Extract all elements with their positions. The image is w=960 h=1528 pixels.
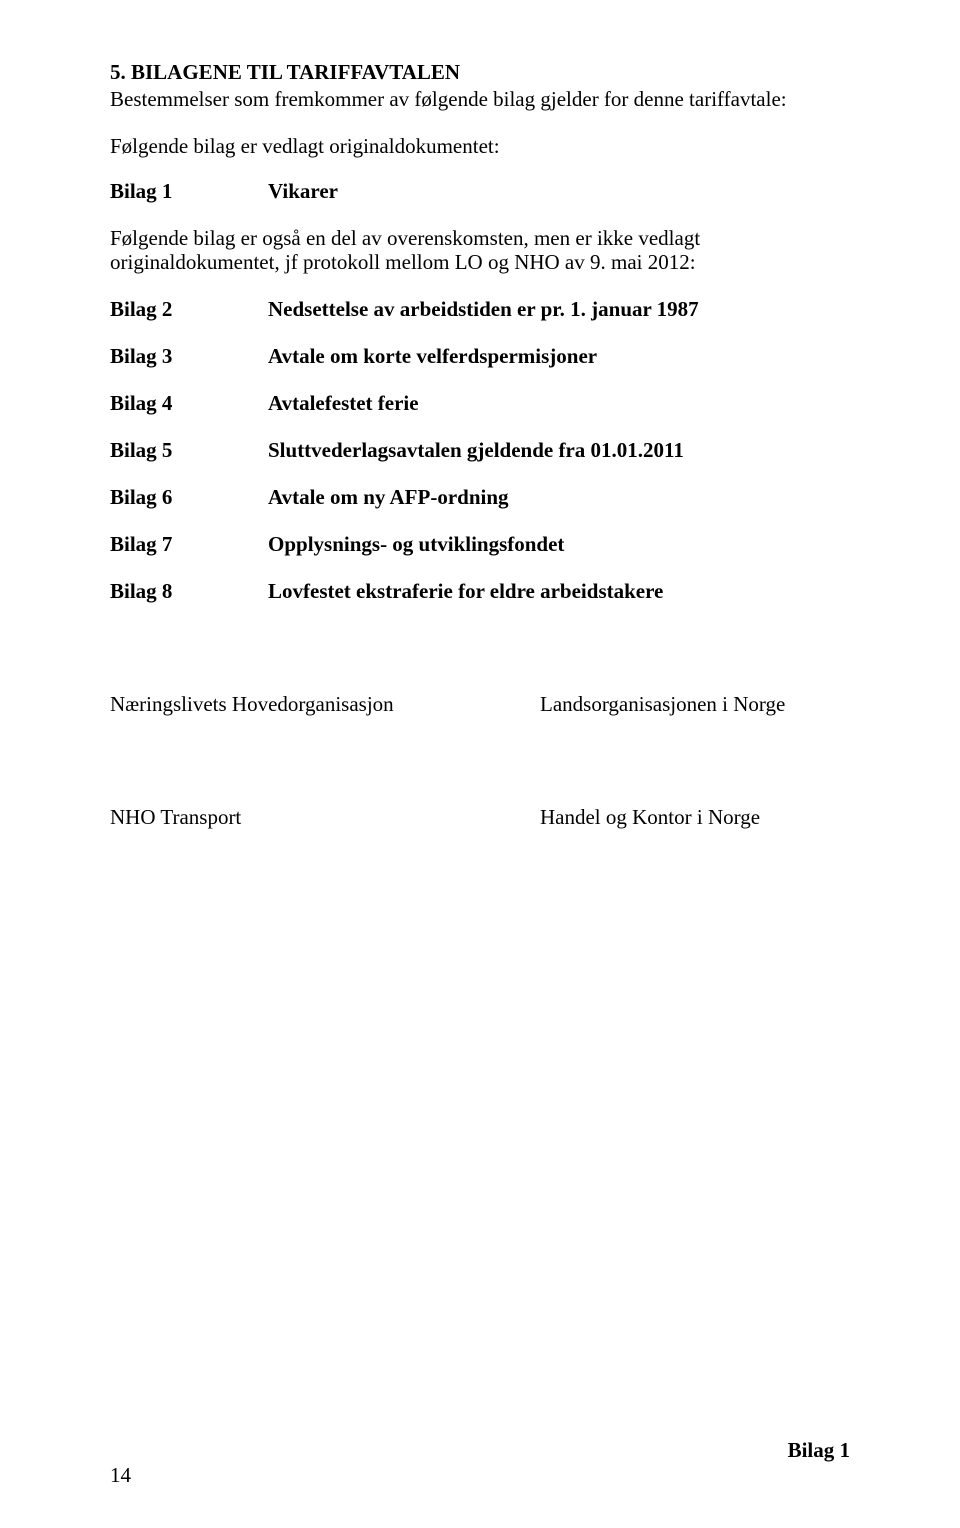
bilag-label: Bilag 1 (110, 179, 268, 204)
signatory-left: NHO Transport (110, 805, 540, 830)
signatory-left: Næringslivets Hovedorganisasjon (110, 692, 540, 717)
vedlagt-line: Følgende bilag er vedlagt originaldokume… (110, 134, 850, 159)
bilag-value: Avtale om ny AFP-ordning (268, 485, 509, 510)
bilag-value: Lovfestet ekstraferie for eldre arbeidst… (268, 579, 663, 604)
bilag-label: Bilag 8 (110, 579, 268, 604)
bilag-value: Avtalefestet ferie (268, 391, 419, 416)
bilag-row: Bilag 2 Nedsettelse av arbeidstiden er p… (110, 297, 850, 322)
bilag-label: Bilag 7 (110, 532, 268, 557)
bilag-label: Bilag 3 (110, 344, 268, 369)
bilag-value: Opplysnings- og utviklingsfondet (268, 532, 564, 557)
bilag-row: Bilag 8 Lovfestet ekstraferie for eldre … (110, 579, 850, 604)
bilag-label: Bilag 2 (110, 297, 268, 322)
bilag-row: Bilag 7 Opplysnings- og utviklingsfondet (110, 532, 850, 557)
bilag-row: Bilag 3 Avtale om korte velferdspermisjo… (110, 344, 850, 369)
page-number: 14 (110, 1463, 131, 1488)
footer-bilag-label: Bilag 1 (788, 1438, 850, 1463)
signatory-right: Handel og Kontor i Norge (540, 805, 850, 830)
bilag-label: Bilag 5 (110, 438, 268, 463)
bilag-value: Vikarer (268, 179, 338, 204)
bilag-value: Avtale om korte velferdspermisjoner (268, 344, 597, 369)
bilag-value: Nedsettelse av arbeidstiden er pr. 1. ja… (268, 297, 699, 322)
signatory-row: Næringslivets Hovedorganisasjon Landsorg… (110, 692, 850, 717)
bilag-row: Bilag 5 Sluttvederlagsavtalen gjeldende … (110, 438, 850, 463)
bilag-row: Bilag 4 Avtalefestet ferie (110, 391, 850, 416)
section-heading: 5. BILAGENE TIL TARIFFAVTALEN (110, 60, 850, 85)
intro-paragraph: Bestemmelser som fremkommer av følgende … (110, 87, 850, 112)
bilag-label: Bilag 4 (110, 391, 268, 416)
signatory-row: NHO Transport Handel og Kontor i Norge (110, 805, 850, 830)
overenskomst-line: Følgende bilag er også en del av overens… (110, 226, 850, 276)
page: 5. BILAGENE TIL TARIFFAVTALEN Bestemmels… (0, 0, 960, 1528)
bilag-value: Sluttvederlagsavtalen gjeldende fra 01.0… (268, 438, 684, 463)
bilag-label: Bilag 6 (110, 485, 268, 510)
bilag-row: Bilag 1 Vikarer (110, 179, 850, 204)
signatory-right: Landsorganisasjonen i Norge (540, 692, 850, 717)
bilag-row: Bilag 6 Avtale om ny AFP-ordning (110, 485, 850, 510)
